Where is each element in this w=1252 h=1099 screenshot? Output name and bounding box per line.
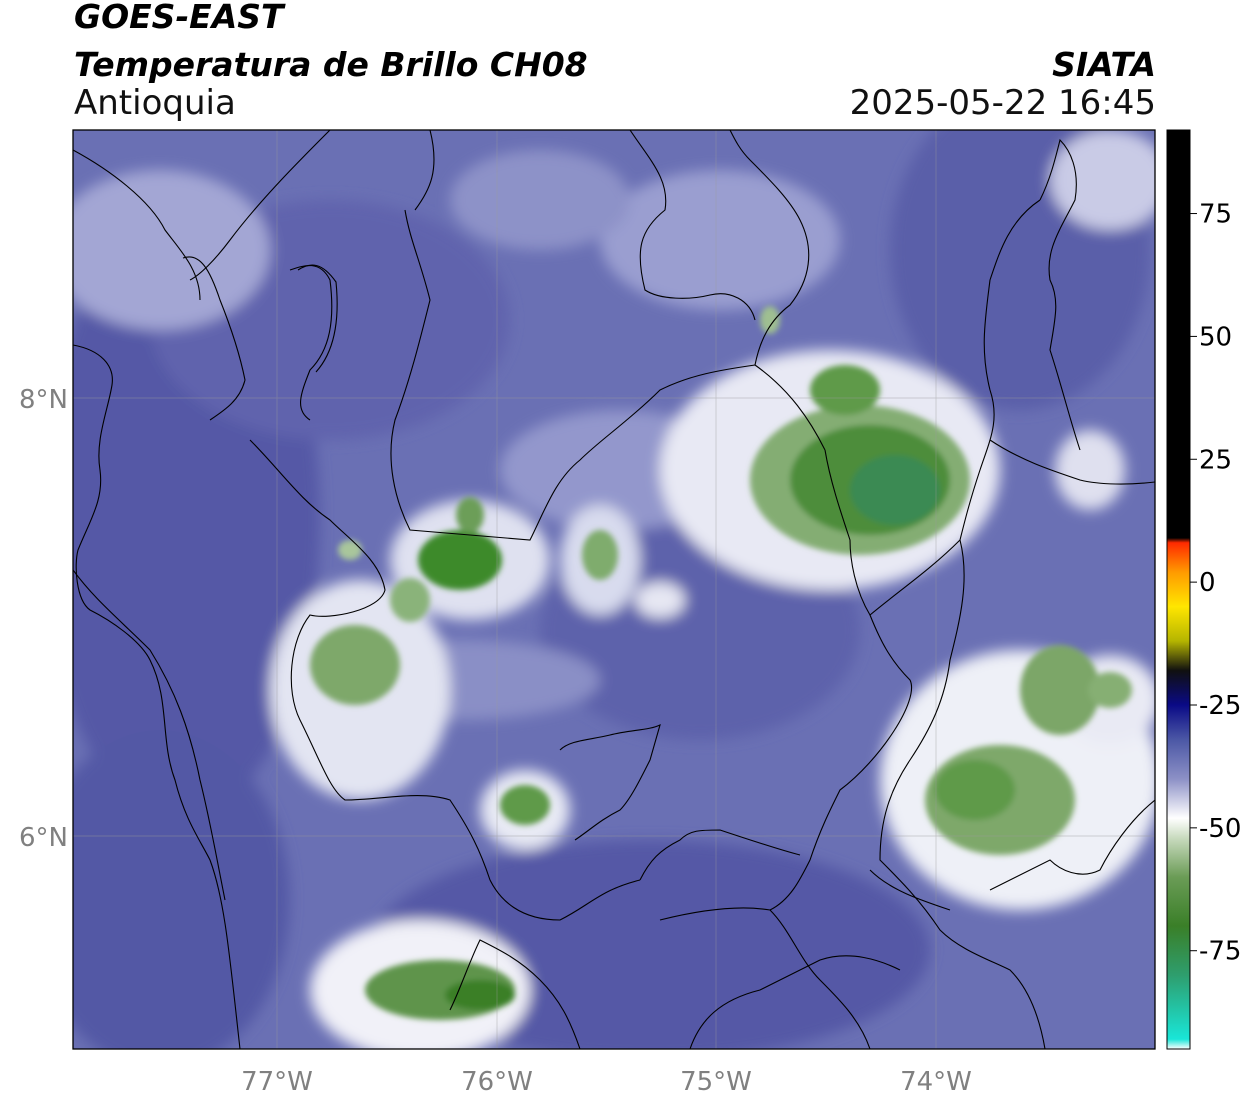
colorbar: 75 50 25 0 -25 -50 -75	[1166, 129, 1241, 1050]
colorbar-tick-label: 75	[1199, 200, 1232, 230]
colorbar-tick-label: 50	[1199, 322, 1232, 352]
colorbar-tick-label: -75	[1199, 937, 1241, 967]
satellite-title: GOES-EAST	[74, 0, 284, 36]
colorbar-tick-label: -50	[1199, 814, 1241, 844]
agency-label: SIATA	[1052, 45, 1156, 84]
map-frame	[72, 129, 1156, 1050]
graticule	[73, 130, 1155, 1049]
lon-tick-label: 75°W	[680, 1067, 752, 1097]
datetime-label: 2025-05-22 16:45	[849, 83, 1156, 123]
colorbar-tick-label: 0	[1199, 568, 1216, 598]
lon-tick-label: 74°W	[900, 1067, 972, 1097]
brightness-temperature-field	[73, 130, 1155, 1049]
lon-tick-label: 76°W	[461, 1067, 533, 1097]
colorbar-tick-label: -25	[1199, 691, 1241, 721]
lon-tick-label: 77°W	[241, 1067, 313, 1097]
colorbar-tick-label: 25	[1199, 445, 1232, 475]
colorbar-gradient	[1166, 129, 1191, 1050]
boundaries	[73, 130, 1155, 1049]
lat-tick-label: 6°N	[19, 823, 68, 853]
region-label: Antioquia	[74, 83, 236, 123]
lat-tick-label: 8°N	[19, 385, 68, 415]
product-title: Temperatura de Brillo CH08	[74, 45, 588, 84]
